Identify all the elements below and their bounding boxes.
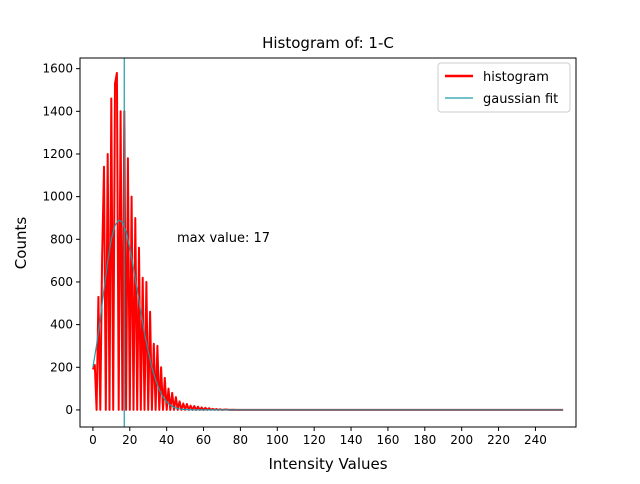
chart-title: Histogram of: 1-C [262,34,394,52]
gaussian-fit-line [92,219,564,411]
legend-label-histogram: histogram [483,70,549,85]
x-tick-label: 0 [89,433,97,447]
x-tick-label: 140 [340,433,363,447]
x-tick-label: 180 [413,433,436,447]
y-axis-ticks: 0 200 400 600 800 1000 1200 1400 1600 [42,62,80,417]
legend: histogram gaussian fit [437,62,571,113]
x-tick-label: 160 [376,433,399,447]
x-tick-label: 60 [196,433,211,447]
y-tick-label: 1600 [42,62,73,76]
max-value-annotation: max value: 17 [177,231,270,246]
y-axis-label: Counts [12,217,30,270]
y-tick-label: 800 [50,232,73,246]
y-tick-label: 1400 [42,104,73,118]
x-axis-ticks: 0 20 40 60 80 100 120 140 160 180 200 220 240 [89,427,547,447]
y-tick-label: 400 [50,318,73,332]
y-tick-label: 200 [50,360,73,374]
x-tick-label: 120 [303,433,326,447]
x-tick-label: 200 [450,433,473,447]
y-tick-label: 1000 [42,190,73,204]
x-tick-label: 80 [233,433,248,447]
x-axis-label: Intensity Values [268,455,387,473]
y-tick-label: 600 [50,275,73,289]
x-tick-label: 40 [159,433,174,447]
x-tick-label: 240 [524,433,547,447]
y-tick-label: 1200 [42,147,73,161]
x-tick-label: 220 [487,433,510,447]
axes-frame [79,57,577,428]
gaussian-fit-series [92,219,564,411]
x-tick-label: 20 [122,433,137,447]
legend-label-gaussian-fit: gaussian fit [483,92,558,107]
x-tick-label: 100 [266,433,289,447]
y-tick-label: 0 [65,403,73,417]
